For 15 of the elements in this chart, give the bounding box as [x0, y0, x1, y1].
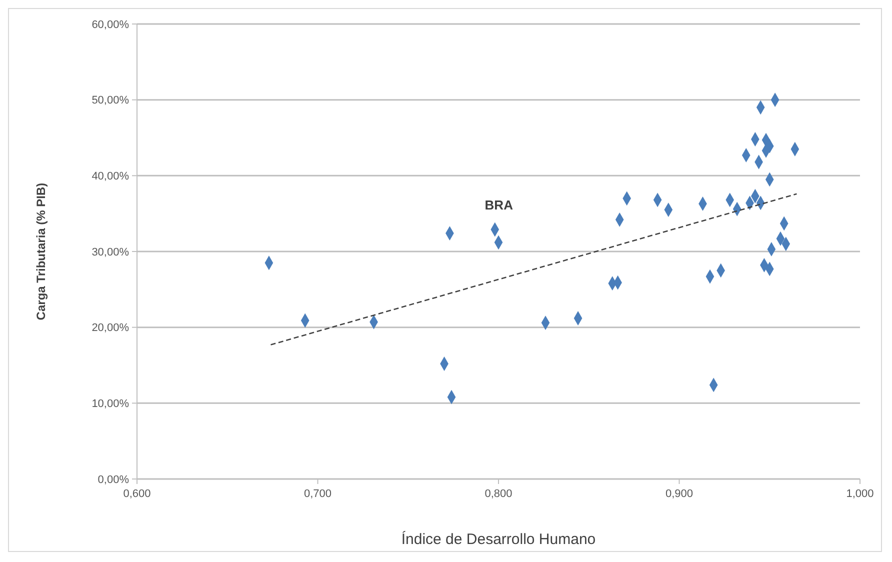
- x-tick-label: 0,600: [123, 488, 151, 500]
- x-tick-label: 0,800: [484, 488, 512, 500]
- y-tick-label: 30,00%: [92, 246, 130, 258]
- y-tick-label: 60,00%: [92, 18, 130, 31]
- x-tick-label: 0,900: [665, 488, 694, 500]
- y-tick-label: 0,00%: [98, 474, 130, 486]
- annotation: BRA: [484, 198, 514, 213]
- x-axis-title: Índice de Desarrollo Humano: [401, 530, 596, 548]
- y-tick-label: 20,00%: [92, 322, 130, 334]
- y-tick-label: 40,00%: [92, 170, 130, 183]
- x-tick-label: 1,000: [846, 488, 874, 500]
- y-tick-label: 10,00%: [92, 398, 130, 410]
- y-tick-label: 50,00%: [92, 94, 130, 107]
- x-tick-label: 0,700: [304, 488, 332, 500]
- y-axis-title: Carga Tributaria (% PIB): [34, 182, 48, 320]
